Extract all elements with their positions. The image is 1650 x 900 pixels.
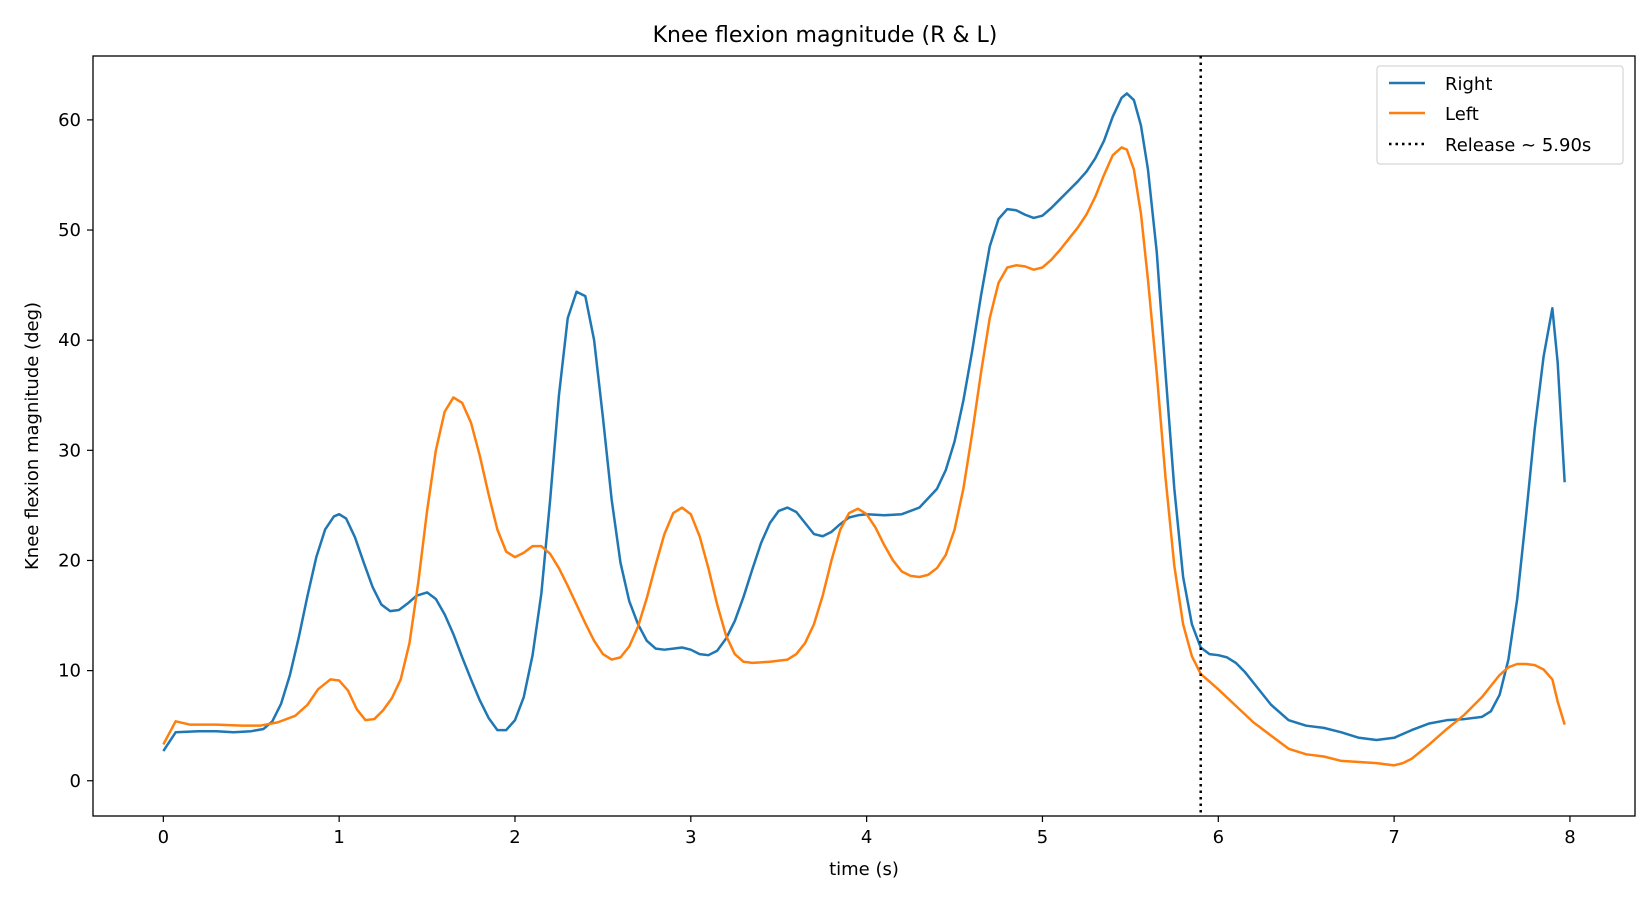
legend-label-left: Left: [1445, 104, 1479, 125]
y-tick-label: 0: [70, 771, 81, 792]
x-tick-label: 0: [158, 827, 169, 848]
x-tick-label: 2: [509, 827, 520, 848]
x-tick-label: 3: [685, 827, 696, 848]
x-tick-label: 7: [1388, 827, 1399, 848]
y-tick-label: 50: [58, 220, 81, 241]
plot-frame: [92, 55, 1636, 817]
series-line-left: [162, 146, 1566, 767]
legend-label-release: Release ~ 5.90s: [1445, 135, 1591, 156]
x-tick-label: 8: [1564, 827, 1575, 848]
chart-title: Knee flexion magnitude (R & L): [653, 23, 998, 48]
legend-label-right: Right: [1445, 74, 1492, 95]
y-tick-label: 30: [58, 440, 81, 461]
x-tick-label: 4: [861, 827, 872, 848]
y-tick-label: 60: [58, 110, 81, 131]
legend-box: [1376, 65, 1624, 165]
y-tick-label: 40: [58, 330, 81, 351]
plot-area: [162, 56, 1566, 816]
series-line-right: [162, 92, 1566, 752]
legend: Right Left Release ~ 5.90s: [1376, 65, 1624, 165]
y-axis-label: Knee flexion magnitude (deg): [22, 302, 43, 570]
x-tick-label: 5: [1037, 827, 1048, 848]
axis-ticks: 0 1 2 3 4 5 6 7 8 0 10 20 30 40 50 60: [58, 110, 1576, 848]
y-tick-label: 20: [58, 550, 81, 571]
x-axis-label: time (s): [829, 859, 899, 880]
y-tick-label: 10: [58, 661, 81, 682]
x-tick-label: 6: [1213, 827, 1224, 848]
x-tick-label: 1: [333, 827, 344, 848]
